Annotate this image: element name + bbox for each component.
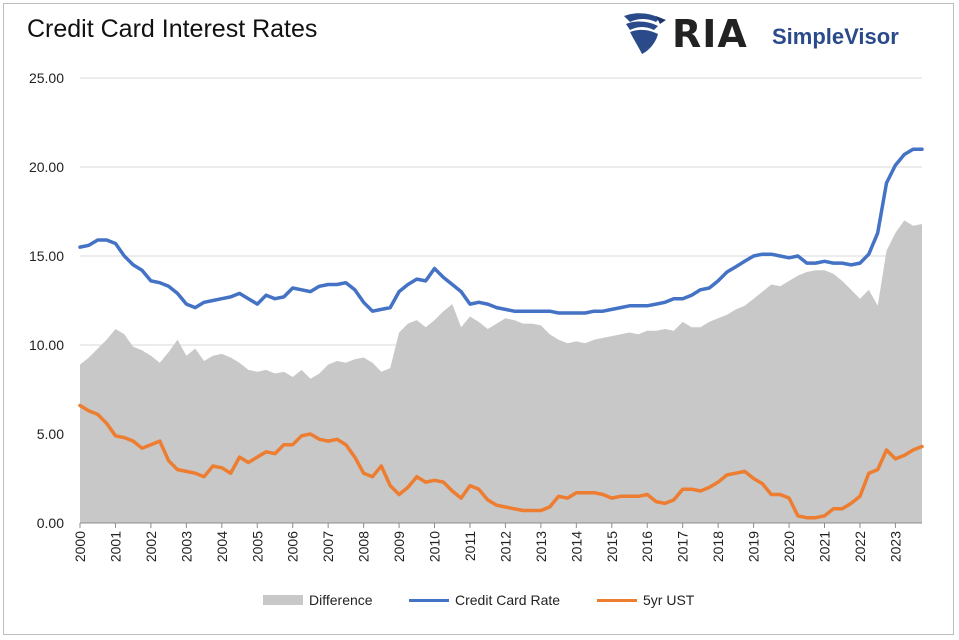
x-tick-label: 2018 <box>710 531 726 562</box>
x-tick-label: 2013 <box>533 531 549 562</box>
x-tick-label: 2020 <box>781 531 797 562</box>
legend-label-difference: Difference <box>309 592 373 608</box>
x-tick-label: 2010 <box>427 531 443 562</box>
y-tick-label: 0.00 <box>37 515 64 531</box>
x-tick-label: 2003 <box>178 531 194 562</box>
x-tick-label: 2004 <box>214 531 230 562</box>
x-tick-label: 2006 <box>285 531 301 562</box>
y-tick-label: 10.00 <box>29 337 64 353</box>
x-tick-label: 2017 <box>675 531 691 562</box>
x-tick-label: 2007 <box>320 531 336 562</box>
difference-area-layer <box>80 220 922 523</box>
legend-label-credit-card-rate: Credit Card Rate <box>455 592 561 608</box>
legend-swatch-credit-card-rate <box>409 598 449 602</box>
x-tick-label: 2002 <box>143 531 159 562</box>
legend-swatch-difference <box>263 595 303 605</box>
legend-item-difference: Difference <box>263 592 373 608</box>
y-tick-label: 15.00 <box>29 248 64 264</box>
x-tick-label: 2011 <box>462 531 478 561</box>
credit-card-rate-line <box>78 147 924 315</box>
chart-title: Credit Card Interest Rates <box>27 15 318 43</box>
x-tick-label: 2001 <box>107 531 123 562</box>
y-tick-label: 25.00 <box>29 70 64 86</box>
difference-area <box>80 220 922 523</box>
x-tick-label: 2023 <box>887 531 903 562</box>
legend-item-credit-card-rate: Credit Card Rate <box>409 592 560 608</box>
legend-swatch-5yr-ust <box>597 598 637 602</box>
x-tick-label: 2015 <box>604 531 620 562</box>
x-tick-label: 2005 <box>249 531 265 562</box>
ria-simplevisor-logo: RIA SimpleVisor <box>620 10 930 56</box>
x-tick-label: 2019 <box>746 531 762 562</box>
axes-layer: 0.00 5.00 10.00 15.00 20.00 25.00 2000 2001 2002… <box>29 70 922 562</box>
y-tick-label: 5.00 <box>37 426 64 442</box>
x-tick-label: 2022 <box>852 531 868 562</box>
eagle-icon <box>624 13 666 54</box>
x-tick-label: 2009 <box>391 531 407 562</box>
x-tick-label: 2008 <box>356 531 372 562</box>
legend-label-5yr-ust: 5yr UST <box>643 592 695 608</box>
brand-text: SimpleVisor <box>772 24 899 49</box>
series-lines-layer <box>78 147 924 520</box>
x-tick-label: 2012 <box>497 531 513 562</box>
x-tick-label: 2014 <box>568 531 584 562</box>
logo-text: RIA <box>672 12 748 56</box>
x-tick-label: 2021 <box>817 531 833 562</box>
x-tick-label: 2016 <box>639 531 655 562</box>
5yr-ust-line <box>78 403 924 520</box>
legend-item-5yr-ust: 5yr UST <box>597 592 694 608</box>
x-tick-label: 2000 <box>72 531 88 562</box>
y-tick-label: 20.00 <box>29 159 64 175</box>
